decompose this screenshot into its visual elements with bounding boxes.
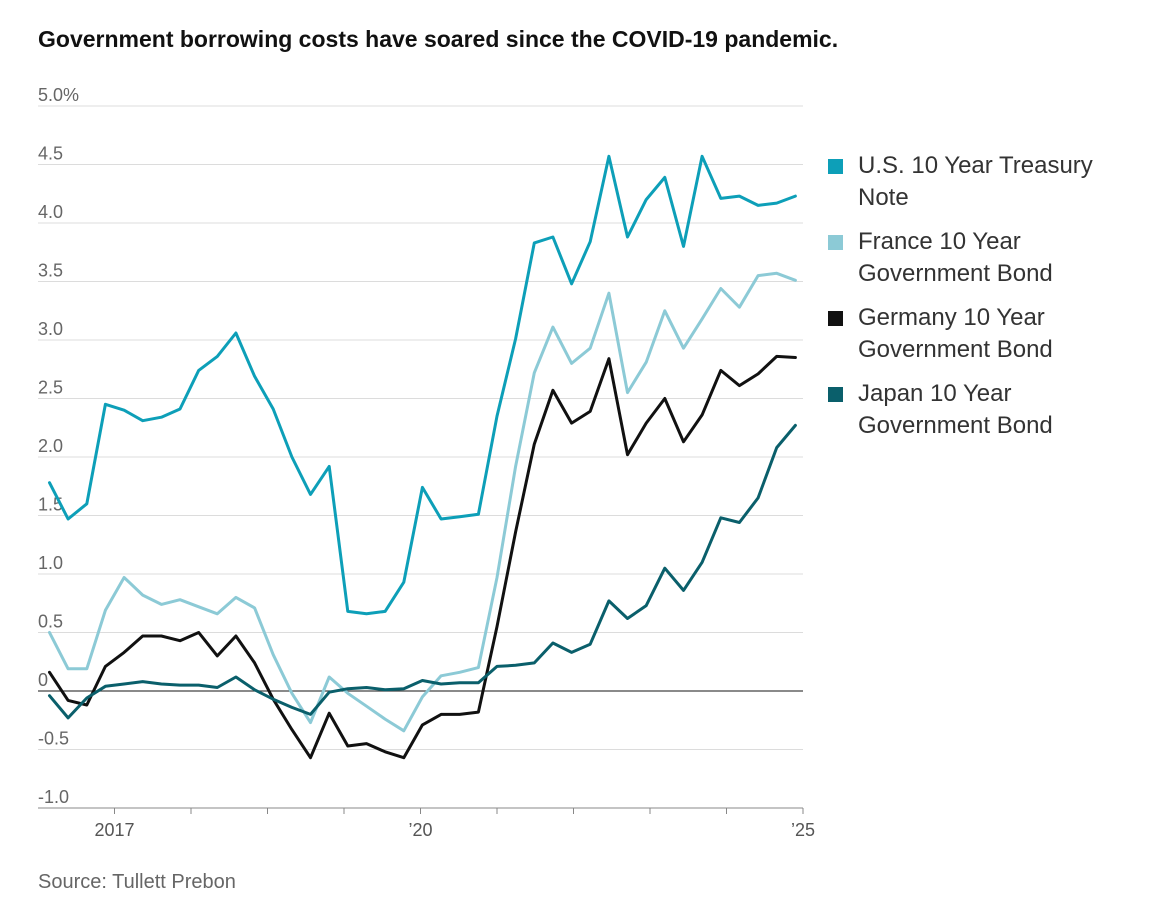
- y-tick-label: -1.0: [38, 787, 69, 807]
- x-tick-label: ’25: [791, 820, 815, 840]
- y-tick-label: 5.0%: [38, 85, 79, 105]
- y-tick-label: 2.5: [38, 378, 63, 398]
- legend-swatch-france: [828, 235, 843, 250]
- y-tick-label: 2.0: [38, 436, 63, 456]
- legend-item-france: France 10 Year Government Bond: [828, 226, 1128, 290]
- y-axis-labels: 5.0%4.54.03.53.02.52.01.51.00.50-0.5-1.0: [38, 85, 79, 807]
- series-line-france: [48, 271, 797, 733]
- y-tick-label: 4.0: [38, 202, 63, 222]
- y-tick-label: 0: [38, 670, 48, 690]
- source-note: Source: Tullett Prebon: [38, 871, 236, 893]
- y-tick-label: -0.5: [38, 729, 69, 749]
- legend-swatch-japan: [828, 387, 843, 402]
- legend: U.S. 10 Year Treasury Note France 10 Yea…: [828, 150, 1128, 454]
- gridlines: [38, 105, 803, 750]
- legend-swatch-us: [828, 159, 843, 174]
- series-lines: [48, 154, 797, 760]
- y-tick-label: 4.5: [38, 144, 63, 164]
- legend-label-us: U.S. 10 Year Treasury Note: [858, 152, 1093, 211]
- x-tick-label: 2017: [94, 820, 134, 840]
- legend-item-japan: Japan 10 Year Government Bond: [828, 378, 1128, 442]
- legend-label-japan: Japan 10 Year Government Bond: [858, 380, 1053, 439]
- legend-item-germany: Germany 10 Year Government Bond: [828, 302, 1128, 366]
- x-tick-label: ’20: [408, 820, 432, 840]
- y-tick-label: 0.5: [38, 612, 63, 632]
- y-tick-label: 3.5: [38, 261, 63, 281]
- y-tick-label: 1.0: [38, 553, 63, 573]
- series-line-japan: [48, 423, 797, 720]
- y-tick-label: 3.0: [38, 319, 63, 339]
- chart-title: Government borrowing costs have soared s…: [38, 26, 839, 52]
- series-line-germany: [48, 354, 797, 760]
- legend-label-germany: Germany 10 Year Government Bond: [858, 304, 1053, 363]
- legend-swatch-germany: [828, 311, 843, 326]
- legend-item-us: U.S. 10 Year Treasury Note: [828, 150, 1128, 214]
- x-axis: 2017 ’20 ’25: [38, 807, 815, 840]
- legend-label-france: France 10 Year Government Bond: [858, 228, 1053, 287]
- series-line-us: [48, 154, 797, 616]
